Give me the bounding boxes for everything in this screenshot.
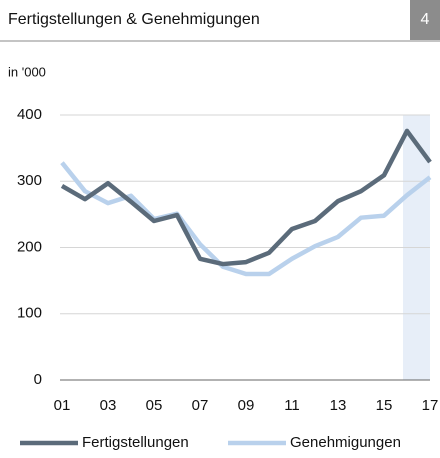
chart-subtitle: in '000 bbox=[8, 64, 46, 79]
y-tick-label: 100 bbox=[17, 305, 42, 322]
chart-title: Fertigstellungen & Genehmigungen bbox=[8, 11, 260, 28]
x-tick-label: 17 bbox=[422, 397, 439, 414]
y-tick-label: 0 bbox=[34, 371, 42, 388]
x-tick-label: 11 bbox=[284, 397, 300, 414]
legend-label: Fertigstellungen bbox=[82, 434, 189, 451]
legend-label: Genehmigungen bbox=[290, 434, 401, 451]
x-tick-label: 03 bbox=[100, 397, 117, 414]
x-tick-label: 01 bbox=[54, 397, 71, 414]
x-tick-label: 07 bbox=[192, 397, 209, 414]
y-tick-label: 400 bbox=[17, 106, 42, 123]
y-tick-label: 200 bbox=[17, 238, 42, 255]
series-line bbox=[60, 128, 432, 267]
x-tick-label: 15 bbox=[376, 397, 393, 414]
y-tick-label: 300 bbox=[17, 172, 42, 189]
x-tick-label: 05 bbox=[146, 397, 163, 414]
page-number-box bbox=[410, 0, 440, 40]
page-number: 4 bbox=[421, 11, 430, 28]
x-tick-label: 09 bbox=[238, 397, 255, 414]
x-tick-label: 13 bbox=[330, 397, 347, 414]
